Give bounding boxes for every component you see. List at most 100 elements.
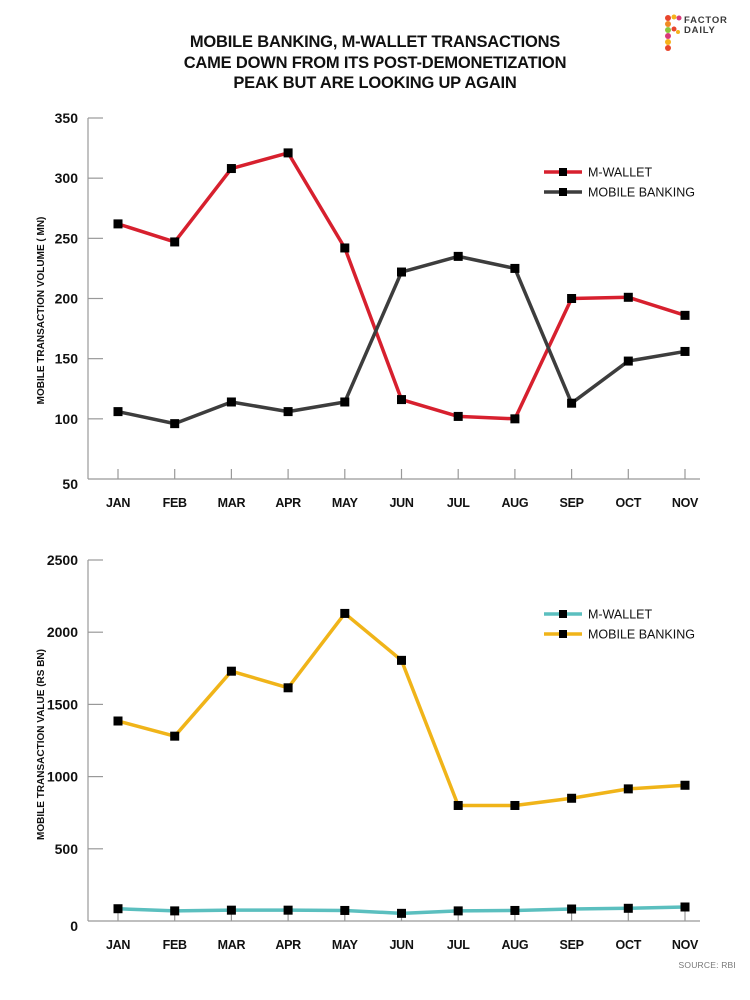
m-wallet-data-point — [510, 414, 520, 424]
x-tick-label: JAN — [106, 938, 130, 952]
y-axis-title: MOBILE TRANSACTION VOLUME ( MN) — [36, 217, 47, 405]
mobile-banking-data-point — [567, 793, 577, 803]
source-note: SOURCE: RBI — [678, 960, 736, 970]
mobile-banking-data-point — [170, 419, 180, 429]
m-wallet-data-point — [510, 905, 520, 915]
mobile-banking-data-point — [510, 263, 520, 273]
factor-daily-logo: FACTOR DAILY — [664, 14, 744, 54]
title-line: PEAK BUT ARE LOOKING UP AGAIN — [233, 74, 517, 92]
y-tick-label: 500 — [55, 841, 79, 857]
logo-text-line2: DAILY — [684, 25, 716, 36]
m-wallet-data-point — [283, 905, 293, 915]
logo-text-line1: FACTOR — [684, 15, 728, 26]
x-tick-label: OCT — [616, 496, 642, 510]
mobile-banking-data-point — [397, 655, 406, 665]
m-wallet-data-point — [680, 902, 690, 912]
x-tick-label: JUN — [389, 496, 413, 510]
m-wallet-data-point — [453, 411, 463, 421]
m-wallet-data-point — [567, 294, 577, 303]
mobile-banking-data-point — [340, 608, 350, 618]
title-line: MOBILE BANKING, M-WALLET TRANSACTIONS — [189, 33, 561, 51]
m-wallet-data-point — [567, 904, 577, 914]
m-wallet-data-point — [397, 908, 406, 918]
legend-marker-m-wallet — [559, 168, 567, 176]
legend-label-m-wallet: M-WALLET — [588, 608, 652, 622]
mobile-banking-data-point — [113, 407, 123, 417]
x-tick-label: JUN — [389, 938, 413, 952]
mobile-banking-data-point — [226, 666, 236, 676]
m-wallet-data-point — [623, 292, 633, 302]
y-tick-label: 2500 — [47, 552, 78, 568]
x-tick-label: MAY — [332, 496, 359, 510]
m-wallet-data-point — [340, 243, 350, 253]
x-tick-label: APR — [275, 938, 301, 952]
mobile-banking-data-point — [623, 356, 633, 366]
mobile-banking-series-line — [117, 611, 686, 808]
x-tick-label: JAN — [106, 496, 130, 510]
y-tick-label: 150 — [55, 351, 79, 367]
y-tick-label: 0 — [70, 918, 78, 934]
m-wallet-data-point — [283, 148, 293, 158]
y-axis-title: MOBILE TRANSACTION VALUE (RS BN) — [36, 649, 47, 840]
mobile-banking-data-point — [567, 398, 577, 408]
m-wallet-data-point — [170, 906, 180, 916]
x-tick-label: JUL — [447, 938, 470, 952]
y-tick-label: 200 — [55, 291, 79, 307]
x-tick-label: OCT — [616, 938, 642, 952]
legend-marker-mobile-banking — [559, 630, 567, 638]
y-tick-label: 300 — [55, 170, 79, 186]
m-wallet-data-point — [623, 903, 633, 913]
m-wallet-data-point — [226, 905, 236, 915]
x-tick-label: JUL — [447, 496, 470, 510]
mobile-banking-data-point — [510, 800, 520, 810]
mobile-banking-data-point — [170, 731, 180, 741]
m-wallet-data-point — [453, 906, 463, 916]
x-tick-label: SEP — [560, 496, 584, 510]
y-tick-label: 50 — [62, 476, 78, 492]
x-tick-label: AUG — [501, 496, 528, 510]
x-tick-label: FEB — [163, 938, 187, 952]
mobile-banking-data-point — [397, 267, 406, 277]
mobile-banking-data-point — [623, 784, 633, 794]
legend-marker-m-wallet — [559, 610, 567, 618]
m-wallet-data-point — [397, 395, 406, 405]
m-wallet-data-point — [340, 905, 350, 915]
mobile-banking-data-point — [680, 346, 690, 356]
x-tick-label: NOV — [672, 496, 699, 510]
x-tick-label: SEP — [560, 938, 584, 952]
logo-f-icon — [665, 14, 682, 51]
m-wallet-data-point — [113, 904, 123, 914]
mobile-banking-data-point — [283, 407, 293, 417]
x-tick-label: NOV — [672, 938, 699, 952]
mobile-banking-data-point — [283, 683, 293, 693]
x-tick-label: MAR — [218, 496, 246, 510]
x-tick-label: APR — [275, 496, 301, 510]
x-tick-label: AUG — [501, 938, 528, 952]
y-tick-label: 2000 — [47, 624, 78, 640]
m-wallet-data-point — [680, 310, 690, 320]
y-tick-label: 250 — [55, 230, 79, 246]
mobile-banking-data-point — [453, 800, 463, 810]
y-tick-label: 1000 — [47, 769, 78, 785]
mobile-banking-data-point — [113, 716, 123, 726]
title-line: CAME DOWN FROM ITS POST-DEMONETIZATION — [183, 53, 567, 72]
x-tick-label: MAR — [218, 938, 246, 952]
volume-chart: 50 100 150 200 250 300 350 JAN FEB MAR APR MAY JUN JU… — [36, 110, 700, 510]
x-tick-label: MAY — [332, 938, 359, 952]
y-tick-label: 350 — [55, 110, 79, 126]
mobile-banking-data-point — [340, 397, 350, 407]
legend-label-m-wallet: M-WALLET — [588, 166, 652, 180]
mobile-banking-data-point — [226, 397, 236, 407]
m-wallet-data-point — [226, 164, 236, 174]
mobile-banking-data-point — [680, 780, 690, 790]
mobile-banking-data-point — [453, 251, 463, 261]
m-wallet-data-point — [170, 237, 180, 247]
legend-label-mobile-banking: MOBILE BANKING — [588, 628, 695, 642]
chart-title: MOBILE BANKING, M-WALLET TRANSACTIONS CA… — [150, 32, 600, 94]
x-tick-label: FEB — [163, 496, 187, 510]
legend-marker-mobile-banking — [559, 188, 567, 196]
y-tick-label: 100 — [55, 411, 79, 427]
y-tick-label: 1500 — [47, 696, 78, 712]
legend-label-mobile-banking: MOBILE BANKING — [588, 186, 695, 200]
